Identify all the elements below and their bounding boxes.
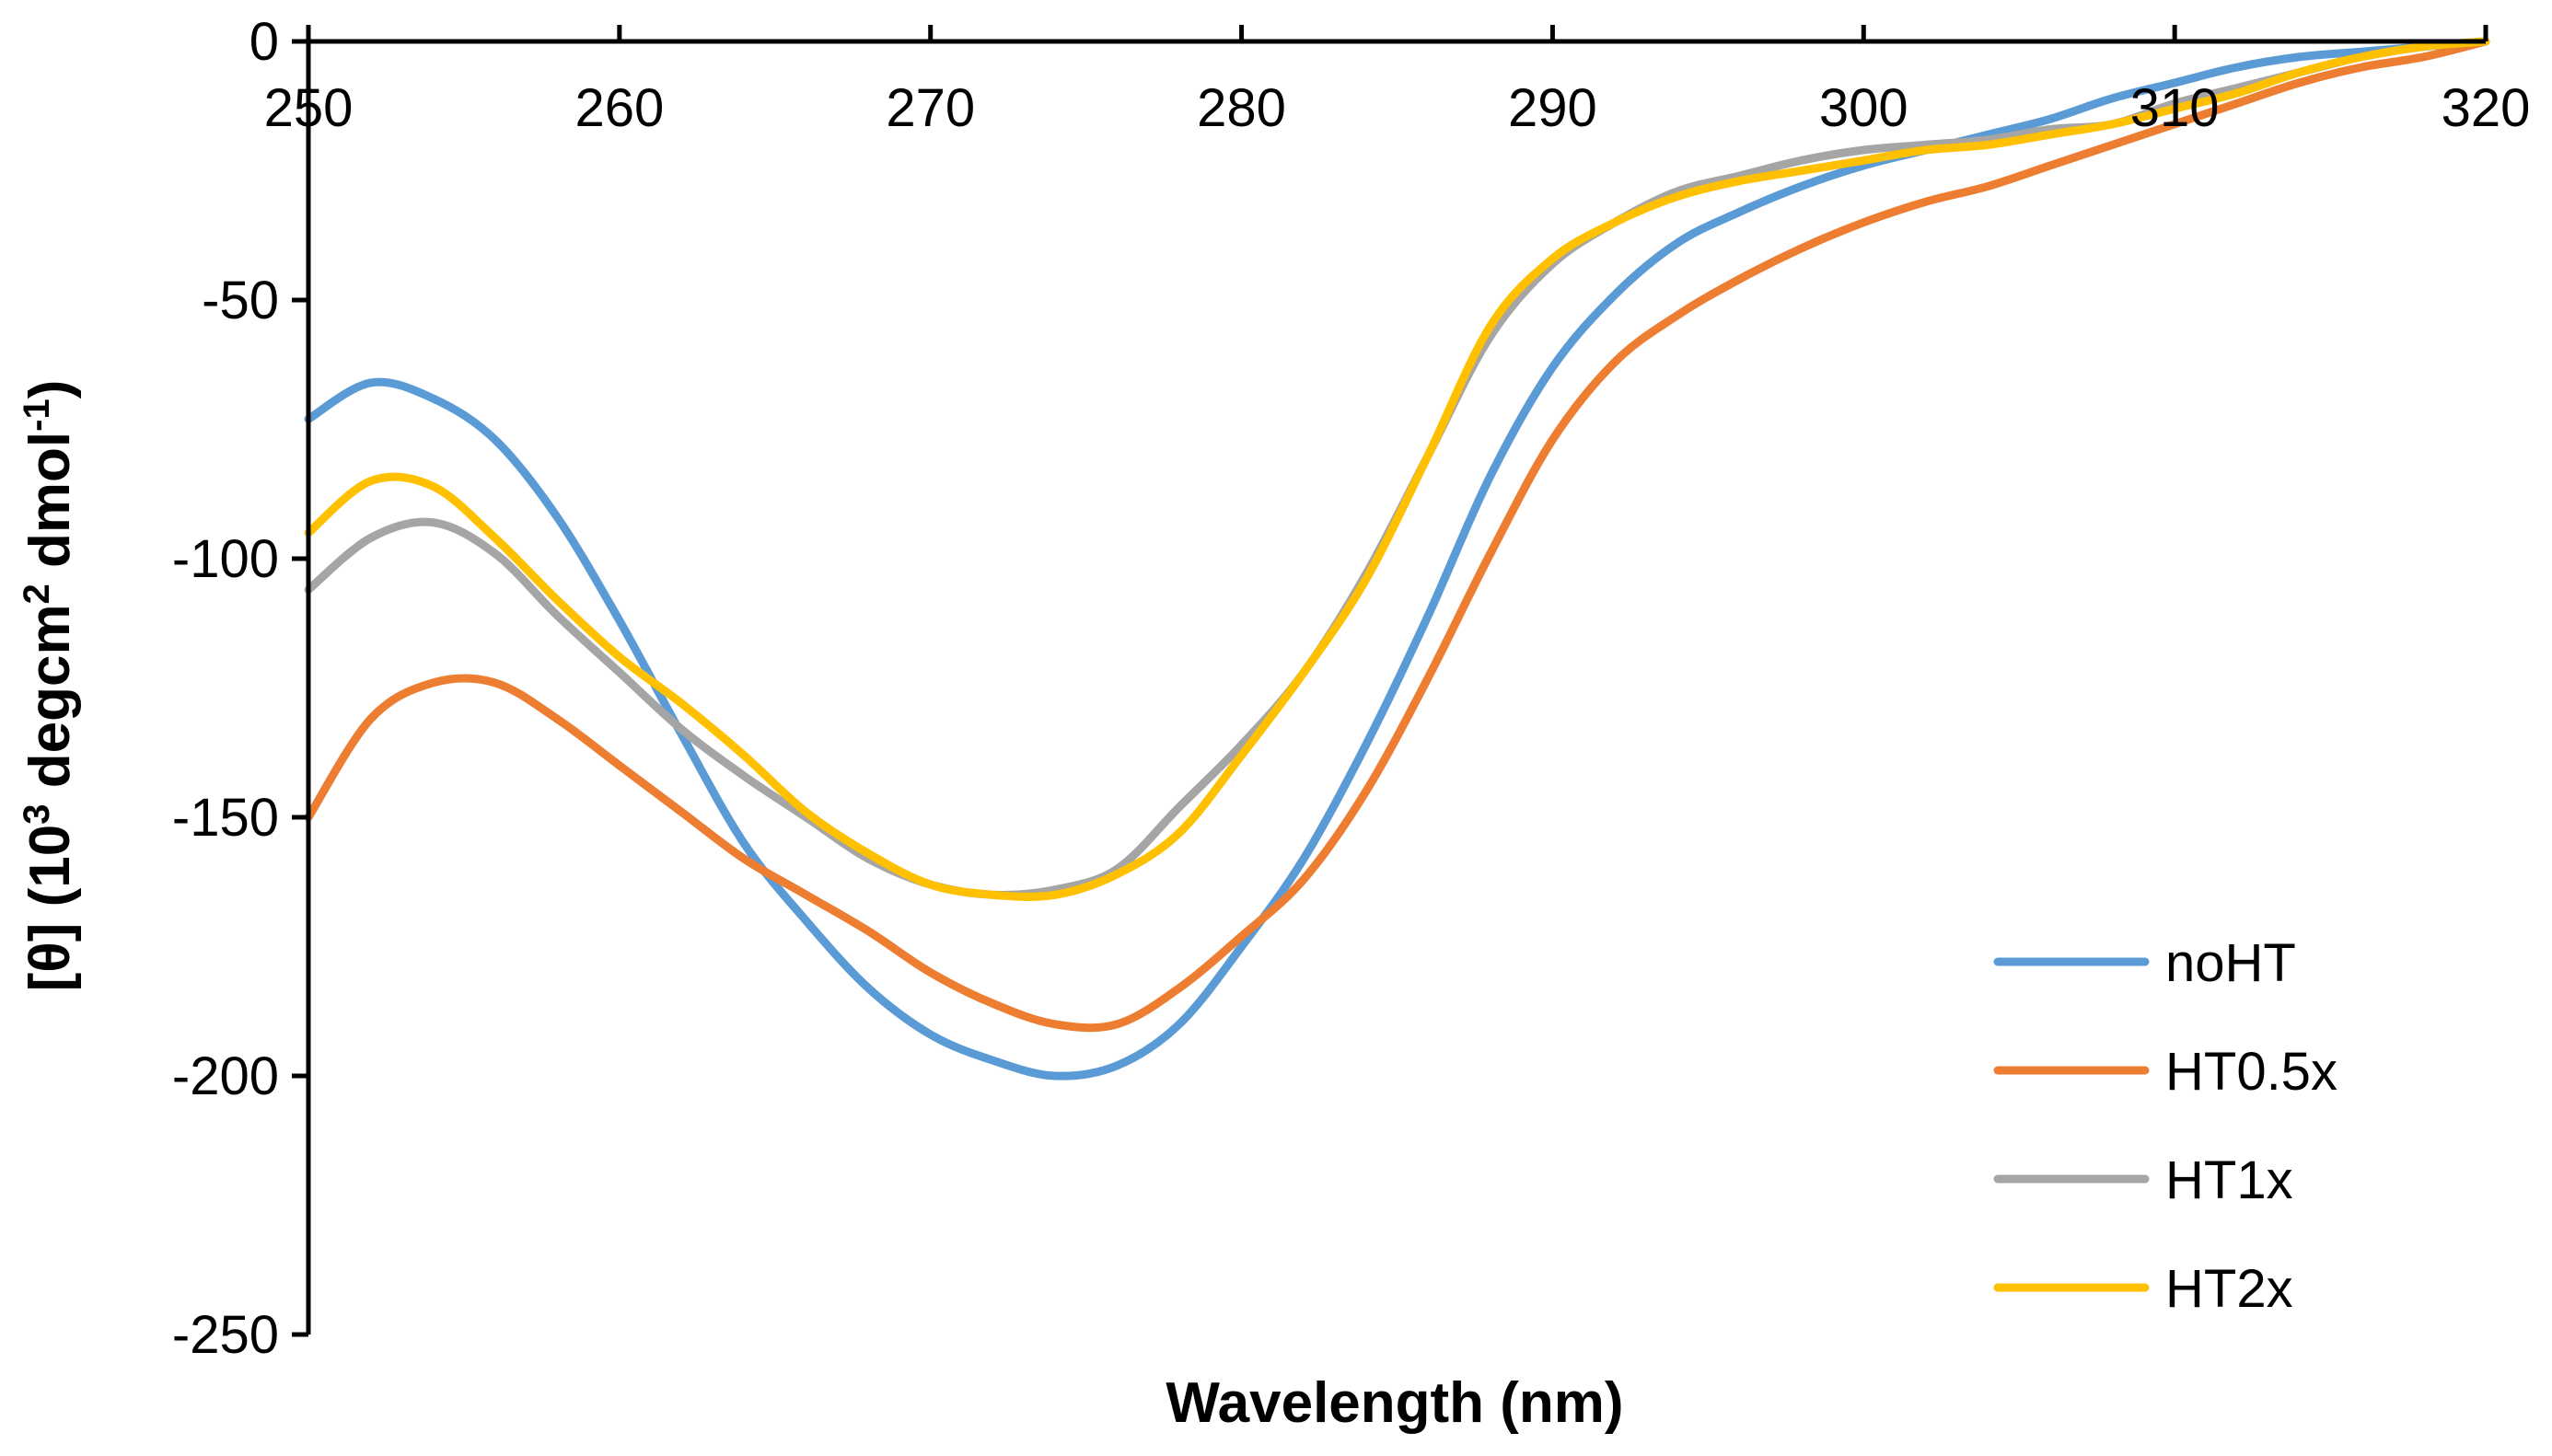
y-tick-label: 0 bbox=[249, 12, 279, 72]
legend-label-ht1x: HT1x bbox=[2165, 1150, 2293, 1210]
y-axis-title-superscript: -1 bbox=[17, 399, 57, 432]
x-tick-label: 300 bbox=[1819, 78, 1908, 138]
y-axis-title-part: dmol bbox=[18, 432, 82, 584]
x-tick-label: 260 bbox=[574, 78, 664, 138]
y-tick-label: -200 bbox=[172, 1046, 279, 1106]
legend-label-noht: noHT bbox=[2165, 933, 2296, 993]
x-axis-title: Wavelength (nm) bbox=[1166, 1371, 1623, 1435]
series-line-ht2x bbox=[308, 41, 2486, 896]
y-axis-title-superscript: 2 bbox=[17, 584, 57, 604]
y-axis-title-part: degcm bbox=[18, 604, 82, 803]
x-tick-label: 270 bbox=[886, 78, 975, 138]
y-tick-label: -100 bbox=[172, 529, 279, 589]
x-tick-label: 320 bbox=[2442, 78, 2531, 138]
legend-label-ht2x: HT2x bbox=[2165, 1259, 2293, 1319]
legend: noHT HT0.5x HT1x HT2x bbox=[1998, 933, 2337, 1319]
x-tick-label: 280 bbox=[1197, 78, 1286, 138]
x-tick-label: 310 bbox=[2130, 78, 2220, 138]
series-line-ht1x bbox=[308, 41, 2486, 896]
y-tick-label: -150 bbox=[172, 788, 279, 848]
y-axis-title-part: ) bbox=[18, 380, 82, 399]
y-axis-title-superscript: 3 bbox=[17, 803, 57, 824]
series-layer bbox=[308, 41, 2486, 1076]
x-tick-label: 250 bbox=[264, 78, 354, 138]
y-tick-label: -250 bbox=[172, 1305, 279, 1365]
chart-svg: 250 260 270 280 290 300 310 320 0 -50 -100 -150 -200… bbox=[0, 0, 2552, 1456]
x-tick-label: 290 bbox=[1508, 78, 1597, 138]
y-axis-title-part: [θ] (10 bbox=[18, 825, 82, 992]
legend-label-ht0-5x: HT0.5x bbox=[2165, 1042, 2337, 1102]
y-tick-label: -50 bbox=[202, 271, 279, 330]
series-line-noht bbox=[308, 41, 2486, 1076]
series-line-ht0-5x bbox=[308, 41, 2486, 1028]
y-axis-title: [θ] (103 degcm2 dmol-1) bbox=[17, 380, 82, 992]
